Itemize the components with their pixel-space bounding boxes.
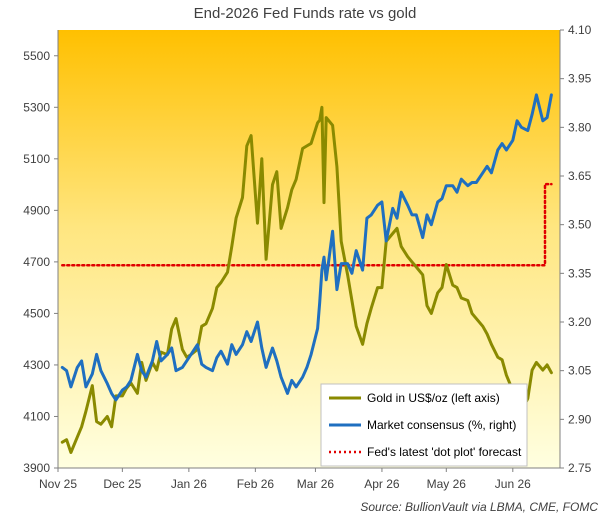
left-axis-ticks: 3900 4100 4300 4500 4700 4900 5100 5300 5500 bbox=[23, 49, 58, 475]
left-tick-label: 5500 bbox=[23, 49, 50, 63]
x-axis-ticks: Nov 25 Dec 25 Jan 26 Feb 26 Mar 26 Apr 26 May … bbox=[39, 468, 531, 491]
right-tick-label: 3.50 bbox=[568, 218, 592, 232]
right-tick-label: 3.20 bbox=[568, 315, 592, 329]
right-axis-ticks: 2.75 2.90 3.05 3.20 3.35 3.50 3.65 3.80 3.95 4.10 bbox=[560, 23, 592, 475]
legend-label-gold: Gold in US$/oz (left axis) bbox=[367, 391, 500, 405]
left-tick-label: 4500 bbox=[23, 306, 50, 320]
legend-label-market: Market consensus (%, right) bbox=[367, 418, 516, 432]
right-tick-label: 4.10 bbox=[568, 23, 592, 37]
legend: Gold in US$/oz (left axis) Market consen… bbox=[320, 383, 528, 467]
series-layer bbox=[60, 93, 553, 454]
x-tick-label: Jun 26 bbox=[495, 477, 531, 491]
source-text: BullionVault via LBMA, CME, FOMC bbox=[405, 500, 598, 514]
left-tick-label: 5300 bbox=[23, 100, 50, 114]
left-tick-label: 4900 bbox=[23, 203, 50, 217]
market-consensus-line bbox=[60, 93, 553, 402]
x-tick-label: Dec 25 bbox=[103, 477, 141, 491]
left-tick-label: 3900 bbox=[23, 461, 50, 475]
x-tick-label: Mar 26 bbox=[297, 477, 335, 491]
source-note: Source: BullionVault via LBMA, CME, FOMC bbox=[360, 500, 598, 514]
right-tick-label: 3.05 bbox=[568, 364, 592, 378]
x-tick-label: Nov 25 bbox=[39, 477, 77, 491]
legend-label-dotplot: Fed's latest 'dot plot' forecast bbox=[367, 445, 522, 459]
x-tick-label: Jan 26 bbox=[171, 477, 207, 491]
right-tick-label: 2.75 bbox=[568, 461, 592, 475]
left-tick-label: 5100 bbox=[23, 152, 50, 166]
x-tick-label: Feb 26 bbox=[237, 477, 275, 491]
x-tick-label: Apr 26 bbox=[364, 477, 400, 491]
right-tick-label: 3.35 bbox=[568, 266, 592, 280]
x-tick-label: May 26 bbox=[427, 477, 467, 491]
right-tick-label: 3.95 bbox=[568, 72, 592, 86]
right-tick-label: 3.80 bbox=[568, 120, 592, 134]
source-prefix: Source: bbox=[360, 500, 401, 514]
right-tick-label: 2.90 bbox=[568, 412, 592, 426]
left-tick-label: 4100 bbox=[23, 409, 50, 423]
right-tick-label: 3.65 bbox=[568, 169, 592, 183]
left-tick-label: 4700 bbox=[23, 255, 50, 269]
left-tick-label: 4300 bbox=[23, 358, 50, 372]
dot-plot-forecast-line bbox=[61, 182, 553, 267]
chart-title: End-2026 Fed Funds rate vs gold bbox=[194, 5, 417, 22]
